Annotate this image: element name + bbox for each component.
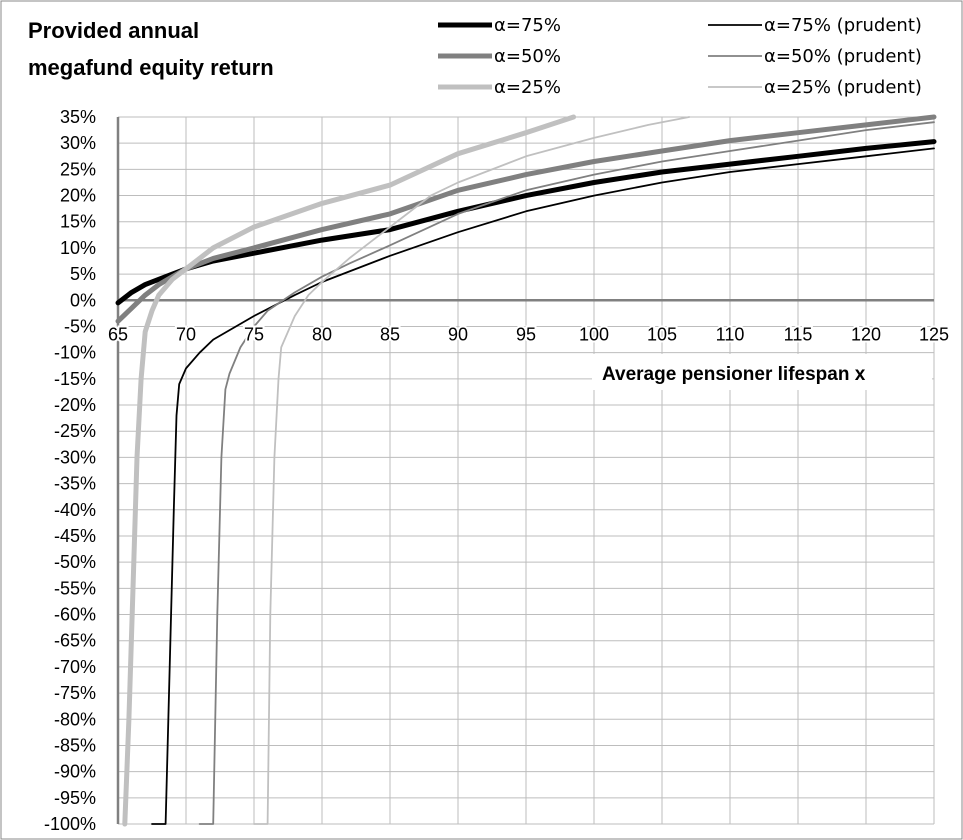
x-tick-label: 90 [448, 324, 468, 344]
y-tick-label: -70% [54, 657, 96, 677]
y-tick-label: -100% [44, 814, 96, 834]
chart-title-line-2: megafund equity return [28, 55, 274, 80]
y-tick-label: -55% [54, 578, 96, 598]
x-tick-label: 65 [108, 324, 128, 344]
y-tick-label: -40% [54, 500, 96, 520]
y-tick-label: -80% [54, 709, 96, 729]
legend-label-5: α=50% (prudent) [764, 46, 922, 67]
x-tick-label: 115 [784, 324, 813, 344]
y-tick-label: 0% [70, 290, 96, 310]
x-tick-label: 100 [579, 324, 609, 344]
series-lines [115, 114, 937, 827]
y-tick-label: 10% [60, 238, 96, 258]
axes [116, 117, 934, 824]
y-tick-label: -10% [54, 343, 96, 363]
y-tick-label: 20% [60, 186, 96, 206]
series-line-4 [151, 147, 935, 825]
y-tick-label: -5% [64, 316, 96, 336]
x-tick-label: 120 [851, 324, 881, 344]
y-tick-label: -50% [54, 552, 96, 572]
y-tick-label: -75% [54, 683, 96, 703]
y-tick-label: -30% [54, 447, 96, 467]
y-tick-label: 15% [60, 212, 96, 232]
x-axis-label-box [592, 354, 932, 390]
series-line-5 [198, 121, 935, 825]
legend: α=75% α=50% α=25% α=75% (prudent) α=50% (pru… [438, 15, 922, 98]
x-tick-label: 70 [176, 324, 196, 344]
y-tick-label: -25% [54, 421, 96, 441]
legend-label-4: α=75% (prudent) [764, 15, 922, 36]
x-tick-label: 105 [647, 324, 677, 344]
x-tick-labels: 65 70 75 80 85 90 95 100 105 110 115 120 125 [106, 322, 951, 346]
legend-label-2: α=50% [494, 46, 561, 67]
legend-label-1: α=75% [494, 15, 561, 36]
y-tick-label: -95% [54, 788, 96, 808]
series-line-3 [122, 114, 577, 827]
y-tick-label: 30% [60, 133, 96, 153]
y-tick-label: -20% [54, 395, 96, 415]
x-tick-label: 80 [312, 324, 332, 344]
x-tick-label: 110 [716, 324, 745, 344]
series-line-6 [253, 116, 691, 825]
series-line-1 [115, 139, 937, 306]
y-tick-label: -45% [54, 526, 96, 546]
x-tick-label: 125 [919, 324, 949, 344]
legend-label-6: α=25% (prudent) [764, 77, 922, 98]
y-tick-label: 35% [60, 107, 96, 127]
y-tick-label: -85% [54, 735, 96, 755]
y-tick-label: 25% [60, 159, 96, 179]
x-tick-label: 85 [380, 324, 400, 344]
y-tick-label: -35% [54, 474, 96, 494]
y-tick-label: -60% [54, 605, 96, 625]
y-tick-label: 5% [70, 264, 96, 284]
legend-label-3: α=25% [494, 77, 561, 98]
series-line-2 [115, 114, 937, 324]
chart-title-line-1: Provided annual [28, 18, 199, 43]
x-axis-label: Average pensioner lifespan x [602, 364, 866, 385]
y-tick-labels: 35% 30% 25% 20% 15% 10% 5% 0% -5% -10% -15% -20% -25… [44, 107, 96, 834]
y-tick-label: -15% [54, 369, 96, 389]
x-tick-label: 75 [244, 324, 264, 344]
x-tick-label: 95 [516, 324, 536, 344]
y-tick-label: -65% [54, 631, 96, 651]
y-tick-label: -90% [54, 762, 96, 782]
